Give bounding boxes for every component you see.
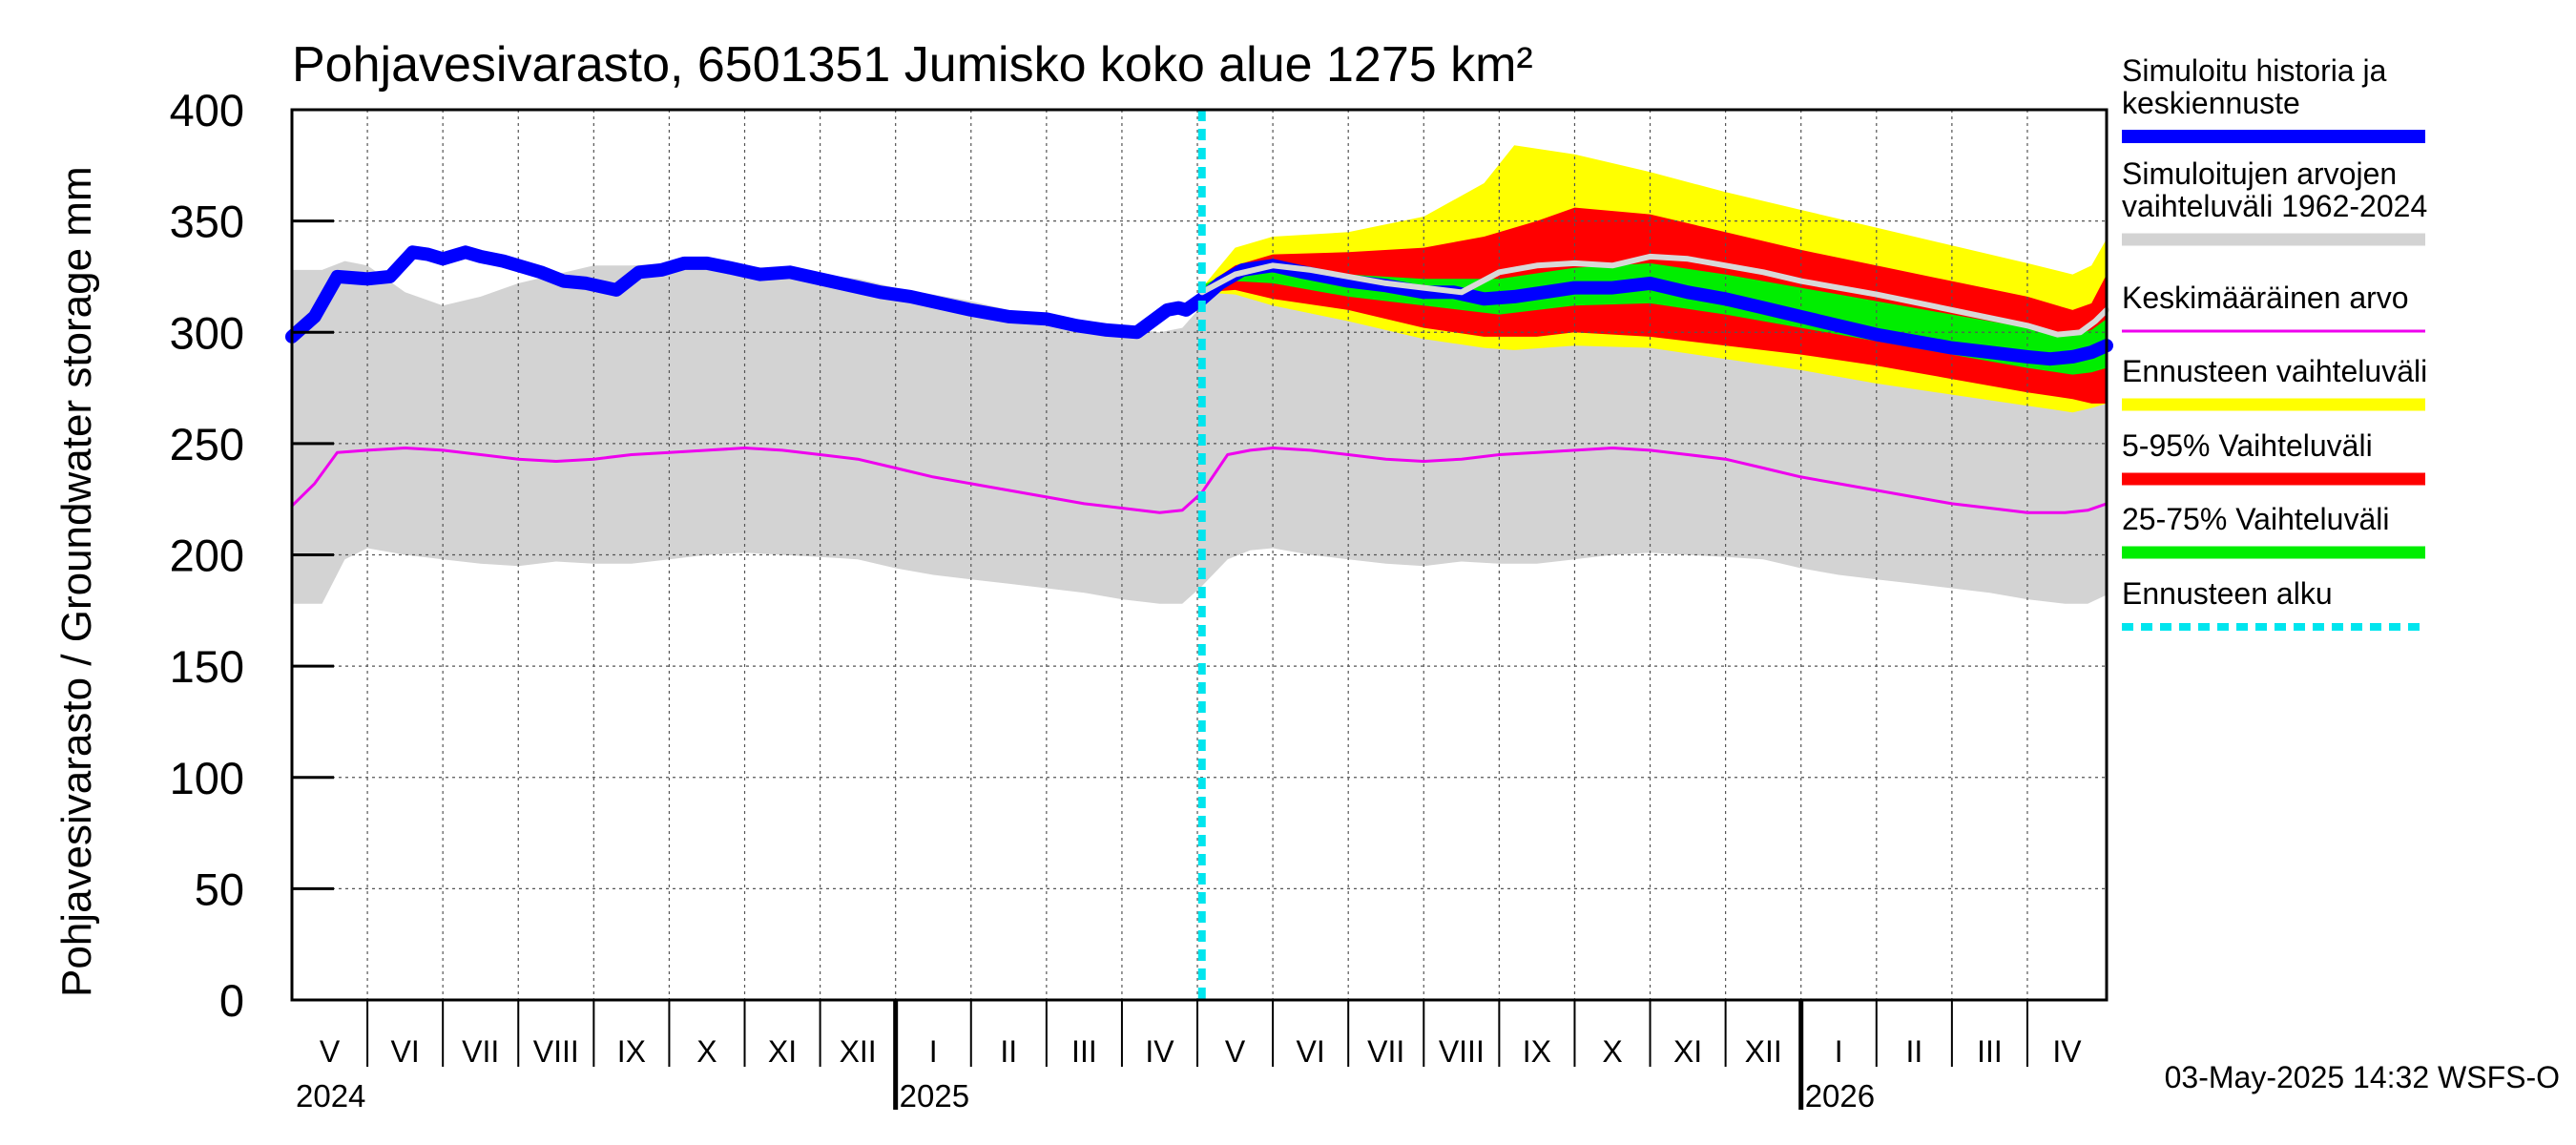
month-label-19: XII bbox=[1745, 1034, 1782, 1069]
grid-layer bbox=[292, 109, 2107, 1001]
legend-label-0-1: keskiennuste bbox=[2122, 86, 2300, 120]
month-label-1: VI bbox=[391, 1034, 420, 1069]
y-tick-label-400: 400 bbox=[170, 85, 244, 135]
month-label-10: III bbox=[1071, 1034, 1097, 1069]
month-label-6: XI bbox=[768, 1034, 797, 1069]
chart-title: Pohjavesivarasto, 6501351 Jumisko koko a… bbox=[292, 37, 1533, 93]
line-ennusteen-mediaani bbox=[1198, 253, 2109, 338]
month-label-14: VII bbox=[1367, 1034, 1404, 1069]
y-tick-label-0: 0 bbox=[219, 975, 244, 1026]
y-tick-label-200: 200 bbox=[170, 531, 244, 581]
x-axis: V VI VII VIII IX X XI XII I II III IV V VI VII VIII IX X X… bbox=[296, 1000, 2082, 1114]
legend-item-3: Ennusteen vaihteluväli bbox=[2122, 354, 2427, 411]
y-axis-label: Pohjavesivarasto / Groundwater storage m… bbox=[53, 166, 100, 997]
legend-item-4: 5-95% Vaihteluväli bbox=[2122, 428, 2425, 486]
year-label-2026: 2026 bbox=[1805, 1078, 1875, 1114]
month-label-2: VII bbox=[462, 1034, 499, 1069]
band-5-95-vaihteluv-li bbox=[1201, 207, 2107, 404]
month-label-22: III bbox=[1977, 1034, 2003, 1069]
month-label-18: XI bbox=[1673, 1034, 1702, 1069]
month-label-11: IV bbox=[1145, 1034, 1174, 1069]
y-tick-label-150: 150 bbox=[170, 641, 244, 692]
legend-label-4-0: 5-95% Vaihteluväli bbox=[2122, 428, 2373, 463]
line-simuloitu-historia-ja-keskiennuste bbox=[285, 245, 2113, 366]
month-label-17: X bbox=[1602, 1034, 1622, 1069]
month-label-3: VIII bbox=[533, 1034, 579, 1069]
series-line-layer bbox=[285, 110, 2113, 1000]
legend-label-0-0: Simuloitu historia ja bbox=[2122, 53, 2387, 88]
y-tick-label-50: 50 bbox=[195, 864, 244, 914]
legend: Simuloitu historia jakeskiennusteSimuloi… bbox=[2122, 53, 2427, 631]
month-label-13: VI bbox=[1297, 1034, 1325, 1069]
month-label-0: V bbox=[320, 1034, 341, 1069]
legend-label-3-0: Ennusteen vaihteluväli bbox=[2122, 354, 2427, 388]
y-tick-label-250: 250 bbox=[170, 419, 244, 469]
month-label-5: X bbox=[696, 1034, 717, 1069]
year-label-2025: 2025 bbox=[900, 1078, 969, 1114]
footer-timestamp: 03-May-2025 14:32 WSFS-O bbox=[2165, 1060, 2560, 1094]
month-label-4: IX bbox=[617, 1034, 646, 1069]
legend-label-2-0: Keskimääräinen arvo bbox=[2122, 281, 2409, 315]
month-label-15: VIII bbox=[1439, 1034, 1485, 1069]
month-label-12: V bbox=[1225, 1034, 1246, 1069]
legend-label-5-0: 25-75% Vaihteluväli bbox=[2122, 502, 2389, 536]
y-tick-label-100: 100 bbox=[170, 753, 244, 803]
legend-label-1-0: Simuloitujen arvojen bbox=[2122, 156, 2397, 191]
month-label-21: II bbox=[1905, 1034, 1922, 1069]
month-label-9: II bbox=[1000, 1034, 1017, 1069]
legend-item-2: Keskimääräinen arvo bbox=[2122, 281, 2425, 333]
legend-label-1-1: vaihteluväli 1962-2024 bbox=[2122, 189, 2427, 223]
y-tick-label-350: 350 bbox=[170, 197, 244, 247]
legend-item-6: Ennusteen alku bbox=[2122, 576, 2425, 631]
month-label-23: IV bbox=[2052, 1034, 2082, 1069]
y-tick-label-300: 300 bbox=[170, 307, 244, 358]
year-label-2024: 2024 bbox=[296, 1078, 365, 1114]
y-axis: 0 50 100 150 200 250 300 350 400 bbox=[170, 85, 334, 1026]
legend-label-6-0: Ennusteen alku bbox=[2122, 576, 2333, 611]
month-label-8: I bbox=[929, 1034, 938, 1069]
month-label-7: XII bbox=[840, 1034, 877, 1069]
month-label-16: IX bbox=[1523, 1034, 1551, 1069]
legend-item-5: 25-75% Vaihteluväli bbox=[2122, 502, 2425, 559]
month-label-20: I bbox=[1835, 1034, 1843, 1069]
